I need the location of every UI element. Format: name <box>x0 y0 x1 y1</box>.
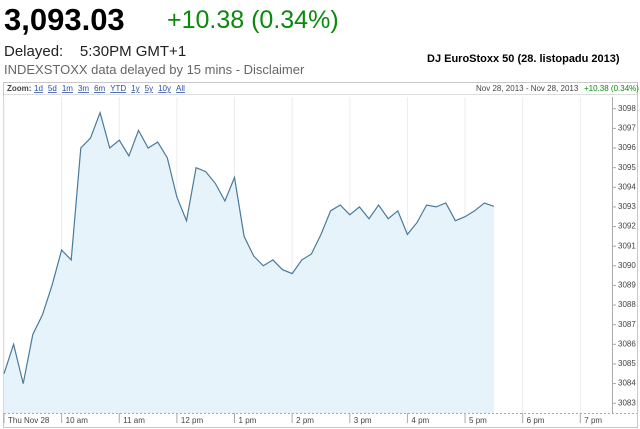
x-tick-label: Thu Nov 28 <box>8 416 50 425</box>
y-tick-label: 3085 <box>618 359 636 368</box>
x-tick-label: 11 am <box>123 416 145 425</box>
x-tick-label: 7 pm <box>584 416 602 425</box>
zoom-option[interactable]: 3m <box>78 84 89 93</box>
zoom-option[interactable]: 1m <box>62 84 73 93</box>
y-tick-label: 3090 <box>618 261 636 270</box>
delay-note: INDEXSTOXX data delayed by 15 mins - Dis… <box>4 62 305 77</box>
price-change: +10.38 (0.34%) <box>167 6 339 34</box>
y-tick-label: 3094 <box>618 182 636 191</box>
zoom-option[interactable]: YTD <box>110 84 126 93</box>
y-tick-label: 3088 <box>618 300 636 309</box>
zoom-option[interactable]: 6m <box>94 84 105 93</box>
x-tick-label: 4 pm <box>411 416 429 425</box>
y-tick-label: 3091 <box>618 241 636 250</box>
zoom-label: Zoom: <box>7 84 31 93</box>
delayed-time: 5:30PM GMT+1 <box>79 43 187 60</box>
x-tick-label: 3 pm <box>354 416 372 425</box>
y-tick-label: 3086 <box>618 339 636 348</box>
area-fill <box>4 112 494 413</box>
y-tick-label: 3095 <box>618 163 636 172</box>
y-tick-label: 3083 <box>618 398 636 407</box>
index-title: DJ EuroStoxx 50 (28. listopadu 2013) <box>427 53 620 65</box>
x-tick-label: 2 pm <box>296 416 314 425</box>
zoom-option[interactable]: 1d <box>34 84 43 93</box>
x-tick-label: 1 pm <box>239 416 257 425</box>
chart: Zoom: Nov 28, 2013 - Nov 28, 2013 +10.38… <box>3 82 639 428</box>
zoom-option[interactable]: All <box>176 84 185 93</box>
price-line <box>3 110 495 384</box>
x-tick-label: 10 am <box>66 416 89 425</box>
y-tick-label: 3084 <box>618 379 636 388</box>
delayed-line: Delayed: 5:30PM GMT+1 <box>4 43 186 60</box>
y-tick-label: 3093 <box>618 202 636 211</box>
y-tick-label: 3096 <box>618 143 636 152</box>
zoom-option[interactable]: 5y <box>145 84 153 93</box>
zoom-option[interactable]: 5d <box>48 84 57 93</box>
y-tick-label: 3092 <box>618 222 636 231</box>
y-tick-label: 3087 <box>618 320 636 329</box>
x-tick-label: 12 pm <box>181 416 204 425</box>
x-tick-label: 5 pm <box>469 416 487 425</box>
y-tick-label: 3097 <box>618 124 636 133</box>
zoom-option[interactable]: 10y <box>158 84 171 93</box>
price: 3,093.03 <box>4 2 125 37</box>
zoom-option[interactable]: 1y <box>131 84 139 93</box>
range-change: +10.38 (0.34%) <box>584 84 639 93</box>
y-tick-label: 3089 <box>618 281 636 290</box>
x-tick-label: 6 pm <box>527 416 545 425</box>
delayed-label: Delayed: <box>4 43 64 60</box>
y-tick-label: 3098 <box>618 104 636 113</box>
date-range: Nov 28, 2013 - Nov 28, 2013 <box>476 84 579 93</box>
